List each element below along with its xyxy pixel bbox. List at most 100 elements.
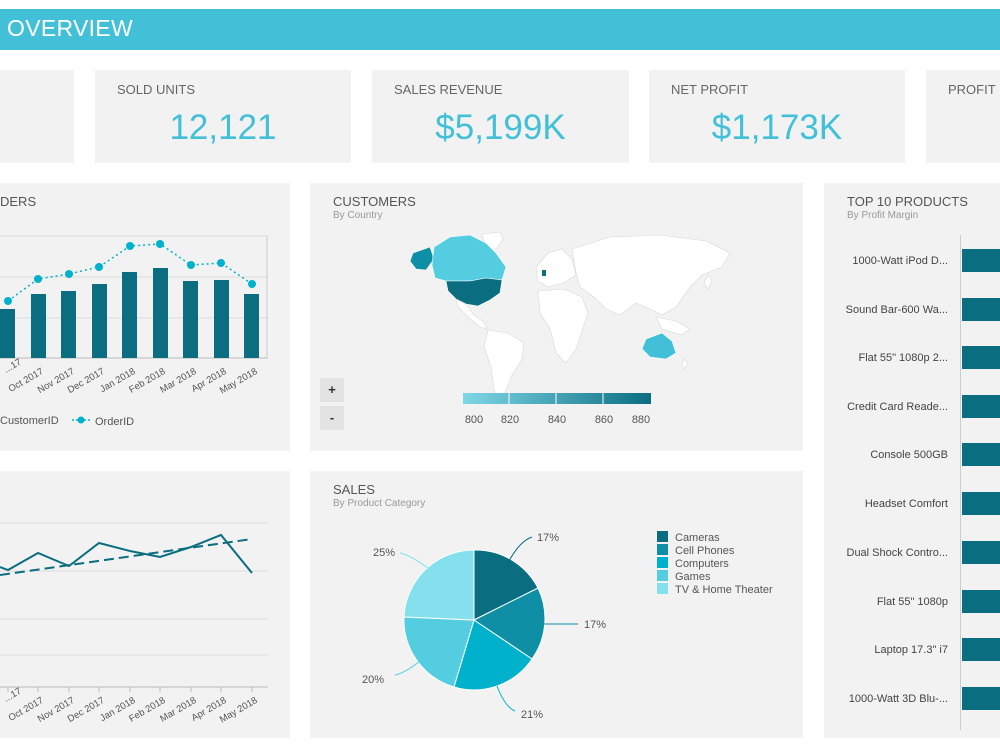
orders-panel: DERS xyxy=(0,183,290,451)
legend-games[interactable]: Games xyxy=(657,570,710,583)
product-bar[interactable] xyxy=(962,492,1000,515)
customers-panel: CUSTOMERS By Country xyxy=(310,183,803,451)
legend-swatch xyxy=(657,570,668,581)
panel-subtitle: By Product Category xyxy=(333,498,426,509)
leader-line xyxy=(496,685,516,712)
europe xyxy=(535,248,577,288)
bar xyxy=(183,281,198,358)
dashboard-header: OVERVIEW xyxy=(0,9,1000,50)
product-label: Sound Bar-600 Wa... xyxy=(845,304,948,316)
scale-label: 840 xyxy=(548,414,566,426)
alaska xyxy=(409,246,435,271)
zoom-out-button[interactable]: - xyxy=(320,406,344,430)
scale-label: 820 xyxy=(501,414,519,426)
page-title: OVERVIEW xyxy=(7,15,133,41)
legend-label: OrderID xyxy=(95,416,135,428)
panel-title: SALES xyxy=(333,482,375,497)
x-tick: ...17 xyxy=(2,357,24,376)
pie-slice-tv xyxy=(403,549,475,621)
kpi-value: 12,121 xyxy=(169,108,277,147)
product-bar[interactable] xyxy=(962,298,1000,321)
product-bar[interactable] xyxy=(962,249,1000,272)
scale-label: 800 xyxy=(465,414,483,426)
legend-swatch xyxy=(657,583,668,594)
point xyxy=(126,242,134,250)
new-zealand xyxy=(681,358,689,370)
legend-label: Cell Phones xyxy=(675,545,735,557)
legend-customer-id[interactable]: CustomerID xyxy=(0,415,59,427)
zoom-in-button[interactable]: + xyxy=(320,378,344,402)
legend-cell-phones[interactable]: Cell Phones xyxy=(657,544,734,557)
trend-line xyxy=(0,538,253,576)
product-bar[interactable] xyxy=(962,687,1000,710)
legend-label: Games xyxy=(675,571,711,583)
orders-chart: ...17 Oct 2017 Nov 2017 Dec 2017 Jan 201… xyxy=(0,235,268,396)
product-bar[interactable] xyxy=(962,346,1000,369)
product-label: Flat 55" 1080p xyxy=(876,596,948,608)
kpi-label: NET PROFIT xyxy=(671,82,749,97)
legend-label: Computers xyxy=(675,558,729,570)
point xyxy=(34,275,42,283)
sales-pie-chart: 17% 17% 21% 20% 25% xyxy=(362,532,606,721)
kpi-card-net-profit: NET PROFIT $1,173K xyxy=(649,70,905,163)
panel-subtitle: By Country xyxy=(333,210,383,221)
kpi-value: $5,199K xyxy=(435,108,566,147)
legend-order-id[interactable]: OrderID xyxy=(72,415,134,428)
japan xyxy=(703,274,713,290)
kpi-card-profit-margin: PROFIT M xyxy=(926,70,1000,163)
product-label: Dual Shock Contro... xyxy=(846,547,949,559)
bar xyxy=(61,291,76,358)
bar xyxy=(0,309,15,358)
product-bar[interactable] xyxy=(962,638,1000,661)
pie-slice-cameras xyxy=(473,549,539,621)
kpi-card-sold-units: SOLD UNITS 12,121 xyxy=(95,70,351,163)
point xyxy=(156,240,164,248)
product-label: 1000-Watt 3D Blu-... xyxy=(848,693,948,705)
point xyxy=(248,280,256,288)
axis-line xyxy=(960,235,961,730)
australia xyxy=(641,332,677,360)
world-map[interactable]: 800 820 840 860 880 xyxy=(310,183,803,451)
slice-label: 17% xyxy=(584,619,606,631)
product-bar[interactable] xyxy=(962,395,1000,418)
panel-title: CUSTOMERS xyxy=(333,194,416,209)
bar xyxy=(92,284,107,358)
legend-cameras[interactable]: Cameras xyxy=(657,531,720,544)
point xyxy=(4,297,12,305)
product-bar[interactable] xyxy=(962,541,1000,564)
pie-slice-computers xyxy=(453,619,533,691)
top-products-panel: TOP 10 PRODUCTS By Profit Margin 1000-Wa… xyxy=(824,183,1000,738)
slice-label: 17% xyxy=(537,532,559,544)
bar xyxy=(31,294,46,358)
uk xyxy=(542,270,546,276)
product-label: 1000-Watt iPod D... xyxy=(852,255,948,267)
bar xyxy=(244,294,259,358)
point xyxy=(187,261,195,269)
leader-line xyxy=(508,536,533,562)
legend-swatch xyxy=(657,531,668,542)
leader-line xyxy=(394,660,421,676)
scale-label: 880 xyxy=(632,414,650,426)
leader-line xyxy=(399,552,429,569)
product-bar[interactable] xyxy=(962,590,1000,613)
legend-tv-home-theater[interactable]: TV & Home Theater xyxy=(657,583,773,596)
usa xyxy=(445,277,503,307)
dotted-line-icon xyxy=(72,416,90,424)
slice-label: 25% xyxy=(373,547,395,559)
kpi-card-partial xyxy=(0,70,74,163)
sales-panel: SALES By Product Category 17% 17% 21% 20… xyxy=(310,471,803,738)
trend-chart: ...17 Oct 2017 Nov 2017 Dec 2017 Jan 201… xyxy=(0,522,268,725)
kpi-label: PROFIT M xyxy=(948,82,1000,97)
kpi-label: SALES REVENUE xyxy=(394,82,503,97)
panel-subtitle: By Profit Margin xyxy=(847,210,919,221)
point xyxy=(65,270,73,278)
product-label: Headset Comfort xyxy=(864,498,948,510)
panel-title: TOP 10 PRODUCTS xyxy=(847,194,968,209)
product-label: Laptop 17.3" i7 xyxy=(874,644,948,656)
legend-computers[interactable]: Computers xyxy=(657,557,729,570)
product-bar[interactable] xyxy=(962,443,1000,466)
slice-label: 21% xyxy=(521,709,543,721)
legend-swatch xyxy=(657,557,668,568)
legend-swatch xyxy=(657,544,668,555)
product-label: Flat 55" 1080p 2... xyxy=(858,352,948,364)
